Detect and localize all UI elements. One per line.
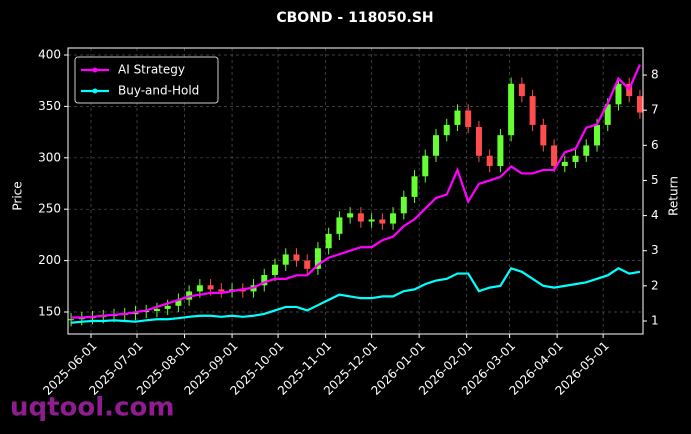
- candle-body: [433, 135, 439, 156]
- candle-body: [497, 135, 504, 167]
- y2-tick-label: 6: [651, 138, 659, 152]
- candle-body: [400, 196, 407, 214]
- y-tick-label: 350: [38, 99, 61, 113]
- candle-body: [422, 155, 429, 177]
- y2-tick-label: 4: [651, 208, 659, 222]
- y2-tick-label: 8: [651, 68, 659, 82]
- candle-body: [78, 318, 85, 320]
- legend-marker: [92, 67, 98, 73]
- candle-body: [594, 124, 600, 146]
- plot-frame: [67, 47, 644, 335]
- candle-body: [368, 219, 375, 222]
- y-tick-label: 250: [38, 202, 61, 216]
- candle-body: [583, 145, 590, 156]
- candle-body: [561, 161, 568, 167]
- candle-body: [347, 213, 354, 218]
- legend-label: AI Strategy: [118, 63, 185, 77]
- legend: AI Strategy Buy-and-Hold: [74, 56, 219, 104]
- legend-box: [74, 56, 219, 104]
- series-line: [71, 64, 641, 319]
- candle-body: [272, 264, 278, 275]
- candle-body: [175, 299, 182, 306]
- candle-body: [475, 126, 482, 156]
- candle-body: [529, 96, 536, 125]
- candle-body: [443, 124, 450, 136]
- y2-tick-label: 1: [651, 314, 659, 328]
- candle-body: [325, 233, 332, 249]
- candle-body: [508, 83, 515, 136]
- candle-body: [551, 145, 558, 167]
- candle-body: [604, 104, 611, 125]
- legend-marker: [92, 88, 98, 94]
- candle-body: [615, 83, 622, 105]
- y-tick-label: 300: [38, 150, 61, 164]
- candle-body: [357, 213, 364, 222]
- candle-body: [572, 155, 579, 162]
- candle-body: [196, 285, 203, 292]
- y-tick-label: 200: [38, 253, 61, 267]
- y2-axis-label: Return: [667, 176, 681, 216]
- y-tick-label: 150: [38, 305, 61, 319]
- candle-body: [379, 219, 386, 224]
- candle-body: [336, 217, 343, 234]
- y2-tick-label: 2: [651, 278, 659, 292]
- candle-body: [282, 254, 289, 265]
- y2-tick-label: 3: [651, 243, 659, 257]
- candle-body: [540, 124, 547, 146]
- chart-title: CBOND - 118050.SH: [276, 10, 433, 26]
- y-tick-label: 400: [38, 47, 61, 61]
- candle-body: [465, 110, 472, 127]
- candle-body: [293, 254, 300, 261]
- legend-label: Buy-and-Hold: [118, 84, 199, 98]
- y2-tick-label: 7: [651, 103, 659, 117]
- candle-body: [304, 260, 311, 269]
- candle-body: [218, 289, 225, 292]
- y-axis-label: Price: [11, 181, 25, 210]
- candle-body: [518, 83, 525, 97]
- candle-body: [164, 305, 171, 309]
- y2-tick-label: 5: [651, 173, 659, 187]
- candle-body: [454, 110, 461, 125]
- candle-body: [390, 213, 397, 224]
- candle-body: [207, 285, 214, 290]
- candle-body: [636, 96, 643, 113]
- candle-body: [153, 308, 160, 311]
- series-line: [70, 266, 641, 324]
- candle-body: [261, 274, 268, 286]
- candle-body: [411, 176, 418, 197]
- candle-body: [314, 248, 321, 269]
- candle-body: [68, 319, 75, 321]
- candle-body: [486, 155, 493, 167]
- watermark: uqtool.com: [10, 393, 174, 423]
